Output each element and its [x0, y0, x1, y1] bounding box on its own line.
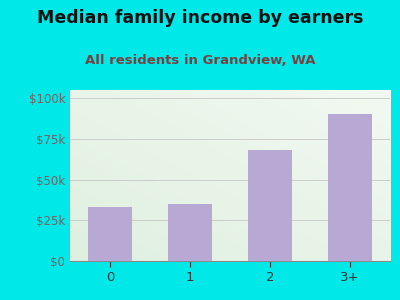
- Bar: [168, 204, 212, 261]
- Text: Median family income by earners: Median family income by earners: [37, 9, 363, 27]
- Text: All residents in Grandview, WA: All residents in Grandview, WA: [85, 54, 315, 67]
- Bar: [88, 207, 132, 261]
- Bar: [328, 114, 372, 261]
- Bar: [248, 150, 292, 261]
